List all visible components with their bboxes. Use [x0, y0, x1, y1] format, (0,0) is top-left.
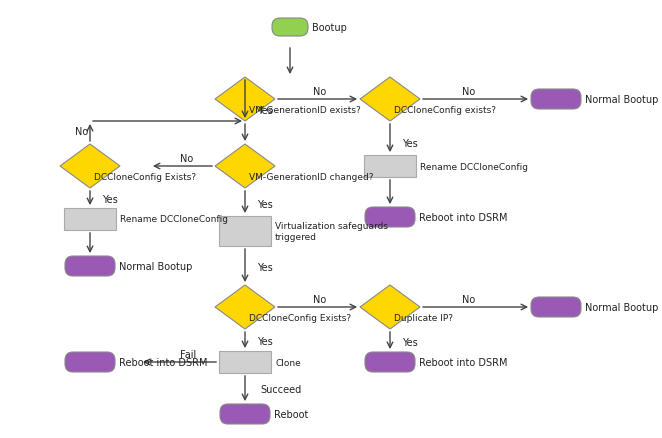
- FancyBboxPatch shape: [272, 19, 308, 37]
- Text: Yes: Yes: [257, 262, 273, 272]
- Text: Succeed: Succeed: [260, 384, 301, 394]
- FancyBboxPatch shape: [65, 256, 115, 276]
- Bar: [219, 216, 271, 247]
- FancyBboxPatch shape: [365, 208, 415, 227]
- Text: Yes: Yes: [102, 194, 118, 205]
- Text: Reboot: Reboot: [274, 409, 308, 419]
- FancyBboxPatch shape: [531, 90, 581, 110]
- Polygon shape: [360, 78, 420, 122]
- FancyBboxPatch shape: [365, 352, 415, 372]
- Text: Reboot into DSRM: Reboot into DSRM: [119, 357, 207, 367]
- Text: No: No: [462, 87, 475, 97]
- Text: Virtualization safeguards
triggered: Virtualization safeguards triggered: [275, 222, 388, 241]
- Polygon shape: [215, 145, 275, 189]
- Text: No: No: [75, 127, 88, 137]
- Text: No: No: [313, 87, 326, 97]
- Text: Yes: Yes: [257, 336, 273, 346]
- FancyBboxPatch shape: [220, 404, 270, 424]
- Text: Yes: Yes: [257, 200, 273, 209]
- FancyBboxPatch shape: [65, 352, 115, 372]
- Text: No: No: [313, 294, 326, 304]
- Polygon shape: [360, 285, 420, 329]
- Text: Normal Bootup: Normal Bootup: [119, 261, 193, 272]
- Text: No: No: [180, 154, 193, 164]
- Text: Fail: Fail: [180, 349, 196, 359]
- Text: Clone: Clone: [275, 358, 301, 367]
- Text: Reboot into DSRM: Reboot into DSRM: [419, 212, 508, 223]
- Text: Rename DCCloneConfig: Rename DCCloneConfig: [120, 215, 228, 224]
- Polygon shape: [60, 145, 120, 189]
- Text: DCCloneConfig Exists?: DCCloneConfig Exists?: [249, 313, 351, 322]
- Text: Rename DCCloneConfig: Rename DCCloneConfig: [420, 162, 528, 171]
- Bar: [364, 155, 416, 177]
- FancyBboxPatch shape: [531, 297, 581, 317]
- Text: Normal Bootup: Normal Bootup: [585, 95, 659, 105]
- Text: VM-GenerationID exists?: VM-GenerationID exists?: [249, 106, 361, 115]
- Text: Bootup: Bootup: [312, 23, 347, 33]
- Text: Yes: Yes: [402, 337, 418, 347]
- Text: Reboot into DSRM: Reboot into DSRM: [419, 357, 508, 367]
- Bar: [64, 208, 116, 230]
- Polygon shape: [215, 285, 275, 329]
- Text: Yes: Yes: [257, 106, 273, 116]
- Bar: [219, 351, 271, 373]
- Text: Normal Bootup: Normal Bootup: [585, 302, 659, 312]
- Text: DCCloneConfig Exists?: DCCloneConfig Exists?: [94, 173, 196, 182]
- Text: DCCloneConfig exists?: DCCloneConfig exists?: [394, 106, 496, 115]
- Text: Duplicate IP?: Duplicate IP?: [394, 313, 453, 322]
- Text: VM-GenerationID changed?: VM-GenerationID changed?: [249, 173, 373, 182]
- Text: No: No: [462, 294, 475, 304]
- Polygon shape: [215, 78, 275, 122]
- Text: Yes: Yes: [402, 139, 418, 148]
